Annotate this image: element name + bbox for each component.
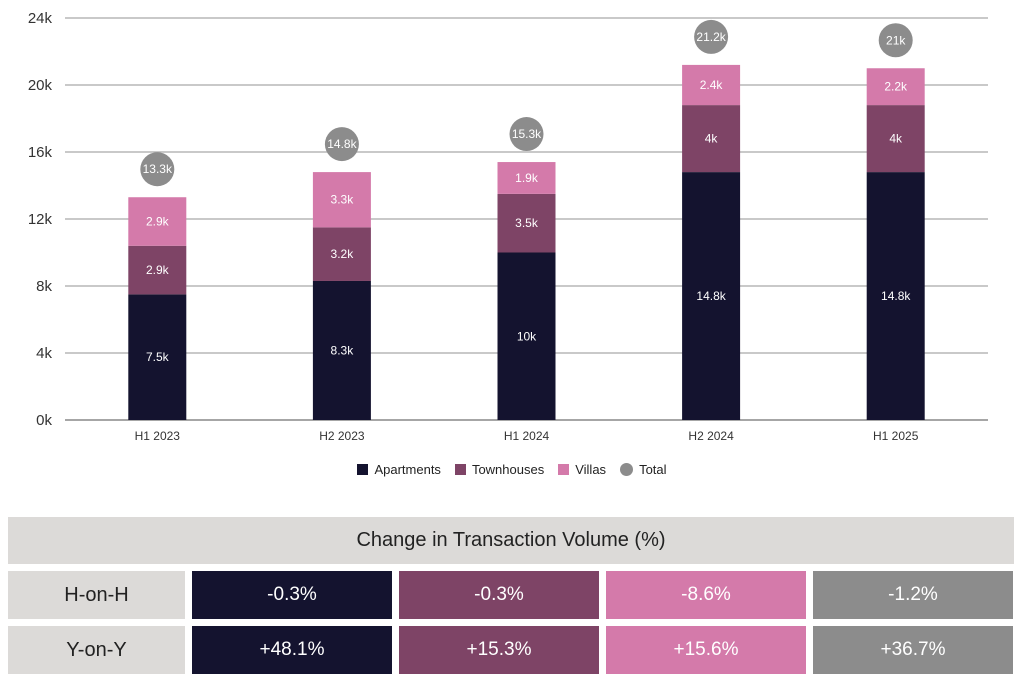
bar-segment	[682, 105, 741, 173]
stacked-bar-chart: 0k 4k 8k 12k 16k 20k 24k 7.5k 2.9k 2.9k 13.3k H1 20…	[28, 10, 988, 443]
bar-segment	[497, 252, 556, 420]
y-tick-label: 16k	[28, 144, 53, 161]
legend-swatch-villas	[558, 464, 570, 475]
table-row-h-on-h: H-on-H -0.3% -0.3% -8.6% -1.2%	[8, 571, 1014, 619]
data-label: 3.3k	[331, 193, 355, 207]
legend-swatch-townhouses	[454, 464, 466, 475]
data-label: 2.9k	[146, 263, 170, 277]
total-marker	[694, 19, 729, 54]
total-label: 15.3k	[512, 127, 542, 141]
table-row-y-on-y: Y-on-Y +48.1% +15.3% +15.6% +36.7%	[8, 626, 1014, 674]
bar-segment	[682, 172, 741, 420]
total-label: 21.2k	[696, 30, 726, 44]
legend-swatch-apartments	[357, 464, 369, 475]
legend-item-total: Total	[620, 462, 667, 477]
y-tick-label: 0k	[36, 412, 52, 429]
y-tick-label: 4k	[36, 345, 52, 362]
table-title: Change in Transaction Volume (%)	[8, 517, 1014, 564]
legend-label: Villas	[575, 462, 607, 477]
cell-villas: -8.6%	[606, 571, 806, 619]
bar-segment	[312, 172, 371, 228]
total-label: 21k	[886, 33, 906, 47]
data-label: 14.8k	[881, 289, 911, 303]
cell-apartments: -0.3%	[192, 571, 392, 619]
bar-segment	[497, 193, 556, 253]
bar-segment	[497, 162, 556, 194]
bar-segment	[128, 245, 187, 295]
x-tick-label: H2 2024	[688, 429, 734, 443]
row-label: Y-on-Y	[8, 626, 185, 674]
data-label: 2.4k	[700, 78, 724, 92]
x-tick-label: H2 2023	[319, 429, 365, 443]
cell-total: -1.2%	[813, 571, 1013, 619]
legend-label: Apartments	[374, 462, 441, 477]
legend-label: Townhouses	[471, 462, 545, 477]
y-tick-label: 12k	[28, 211, 53, 228]
x-tick-label: H1 2023	[135, 429, 181, 443]
bar-segment	[128, 294, 187, 420]
data-label: 3.5k	[515, 216, 539, 230]
data-label: 4k	[889, 132, 903, 146]
x-tick-label: H1 2024	[504, 429, 550, 443]
cell-apartments: +48.1%	[192, 626, 392, 674]
legend-item-villas: Villas	[558, 462, 606, 477]
total-marker	[324, 127, 359, 162]
y-tick-label: 24k	[28, 10, 53, 27]
total-marker	[140, 152, 175, 187]
bar-segment	[866, 172, 925, 420]
bar-segment	[866, 68, 925, 106]
bar-segment	[312, 227, 371, 281]
total-marker	[509, 117, 544, 152]
total-label: 14.8k	[327, 137, 357, 151]
cell-townhouses: +15.3%	[399, 626, 599, 674]
bar-segment	[682, 64, 741, 106]
data-label: 7.5k	[146, 350, 170, 364]
y-tick-label: 8k	[36, 278, 52, 295]
total-marker	[878, 23, 913, 58]
bar-segment	[866, 105, 925, 173]
cell-townhouses: -0.3%	[399, 571, 599, 619]
data-label: 8.3k	[331, 343, 355, 357]
bar-segment	[312, 280, 371, 420]
row-label: H-on-H	[8, 571, 185, 619]
legend-item-townhouses: Townhouses	[454, 462, 545, 477]
y-tick-label: 20k	[28, 77, 53, 94]
bar-segment	[128, 197, 187, 246]
data-label: 2.9k	[146, 215, 170, 229]
x-tick-label: H1 2025	[873, 429, 919, 443]
cell-total: +36.7%	[813, 626, 1013, 674]
data-label: 10k	[517, 329, 537, 343]
data-label: 1.9k	[515, 171, 539, 185]
legend-item-apartments: Apartments	[357, 462, 441, 477]
legend-label: Total	[639, 462, 667, 477]
cell-villas: +15.6%	[606, 626, 806, 674]
data-label: 4k	[705, 132, 719, 146]
data-label: 14.8k	[696, 289, 726, 303]
total-label: 13.3k	[143, 162, 173, 176]
data-label: 2.2k	[884, 80, 908, 94]
chart-legend: Apartments Townhouses Villas Total	[0, 462, 1024, 477]
data-label: 3.2k	[331, 247, 355, 261]
legend-swatch-total	[620, 463, 634, 476]
